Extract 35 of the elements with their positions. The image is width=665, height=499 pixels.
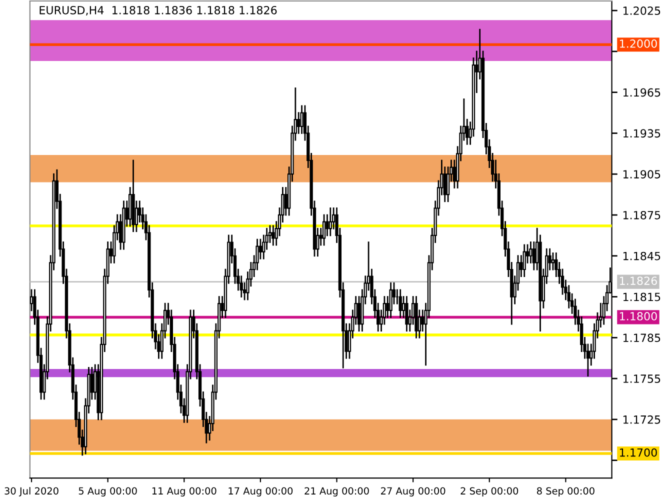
x-tick-label: 5 Aug 00:00 [78,487,137,496]
y-tick-label: 1.1755 [623,374,660,383]
y-tick-label: 1.1815 [623,292,660,302]
candlestick [389,282,392,318]
ref-line-label: 1.1700 [620,448,657,457]
y-tick-label: 1.1965 [623,88,660,97]
x-tick-label: 27 Aug 00:00 [381,487,446,496]
x-tick-label: 2 Sep 00:00 [460,487,518,496]
chart-title: EURUSD,H4 1.1818 1.1836 1.1818 1.1826 [40,6,277,16]
ref-line-label: 1.2000 [620,39,657,48]
y-tick-label: 1.1845 [623,252,660,260]
x-tick-label: 21 Aug 00:00 [304,487,369,496]
x-tick-label: 8 Sep 00:00 [537,487,594,496]
candlestick [300,105,304,134]
x-tick-label: 11 Aug 00:00 [152,487,216,496]
ref-line-label: 1.1800 [620,312,657,320]
candlestick [272,225,275,246]
candlestick [322,214,326,246]
x-tick-label: 17 Aug 00:00 [228,487,293,496]
y-tick-label: 1.1785 [623,334,660,342]
candlestick [405,296,408,332]
y-tick-label: 1.1935 [623,129,660,138]
candlestick [551,252,555,270]
candlestick [532,242,536,270]
ref-line-label: 1.1826 [620,276,657,285]
y-tick-label: 1.2025 [623,6,660,15]
y-tick-label: 1.1725 [623,415,660,424]
candlestick [328,207,332,236]
y-tick-label: 1.1875 [623,210,660,220]
candlestick [357,296,361,332]
y-tick-label: 1.1905 [623,170,660,178]
candlestick [398,289,402,318]
x-tick-label: 30 Jul 2020 [4,487,58,496]
candlestick [522,244,526,278]
candlestick [258,238,262,260]
